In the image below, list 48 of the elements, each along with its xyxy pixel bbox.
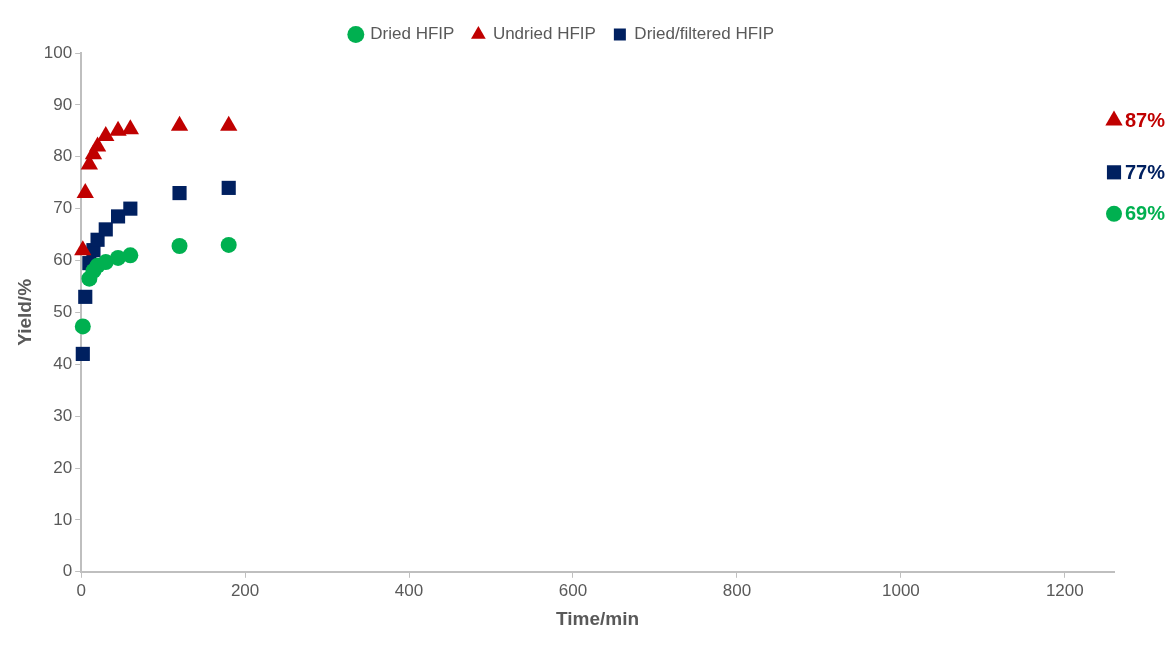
x-tick-label: 400 xyxy=(394,580,424,600)
y-axis-title: Yield/% xyxy=(13,278,35,346)
point xyxy=(74,240,92,256)
x-tick-label: 1200 xyxy=(1045,580,1084,600)
point xyxy=(122,247,139,264)
point xyxy=(98,222,113,237)
y-tick-label: 10 xyxy=(53,509,73,529)
point xyxy=(1106,205,1122,222)
point xyxy=(109,120,127,136)
point xyxy=(1106,165,1122,180)
point xyxy=(172,186,187,201)
legend-label: Dried/filtered HFIP xyxy=(634,24,775,44)
point xyxy=(76,183,94,199)
y-tick-label: 30 xyxy=(53,405,73,425)
point xyxy=(1105,110,1123,126)
y-tick-label: 50 xyxy=(53,302,73,322)
y-tick-label: 100 xyxy=(43,42,73,62)
point xyxy=(110,209,126,224)
y-tick-label: 20 xyxy=(53,457,73,477)
y-tick-label: 70 xyxy=(53,198,73,218)
point xyxy=(171,237,188,254)
point xyxy=(78,289,93,304)
x-tick-label: 800 xyxy=(722,580,752,600)
point xyxy=(170,115,189,131)
x-tick-label: 200 xyxy=(230,580,260,600)
y-tick-label: 40 xyxy=(53,353,73,373)
data-label: 69% xyxy=(1125,202,1166,225)
y-tick-label: 60 xyxy=(53,250,73,270)
point xyxy=(220,236,237,253)
point xyxy=(121,119,140,135)
y-tick-label: 90 xyxy=(53,94,73,114)
y-tick-label: 80 xyxy=(53,146,73,166)
x-axis-title: Time/min xyxy=(556,607,640,629)
point xyxy=(123,201,138,216)
data-label: 77% xyxy=(1125,160,1166,183)
point xyxy=(88,136,107,152)
point xyxy=(221,180,236,195)
y-tick-label: 0 xyxy=(62,561,73,581)
x-tick-label: 1000 xyxy=(881,580,920,600)
legend-label: Undried HFIP xyxy=(492,24,596,44)
point xyxy=(75,346,90,361)
x-tick-label: 600 xyxy=(558,580,588,600)
point xyxy=(74,318,91,335)
legend-label: Dried HFIP xyxy=(370,24,455,44)
point xyxy=(97,126,115,142)
data-label: 87% xyxy=(1125,108,1166,131)
x-tick-label: 0 xyxy=(76,580,86,600)
point xyxy=(220,115,238,131)
